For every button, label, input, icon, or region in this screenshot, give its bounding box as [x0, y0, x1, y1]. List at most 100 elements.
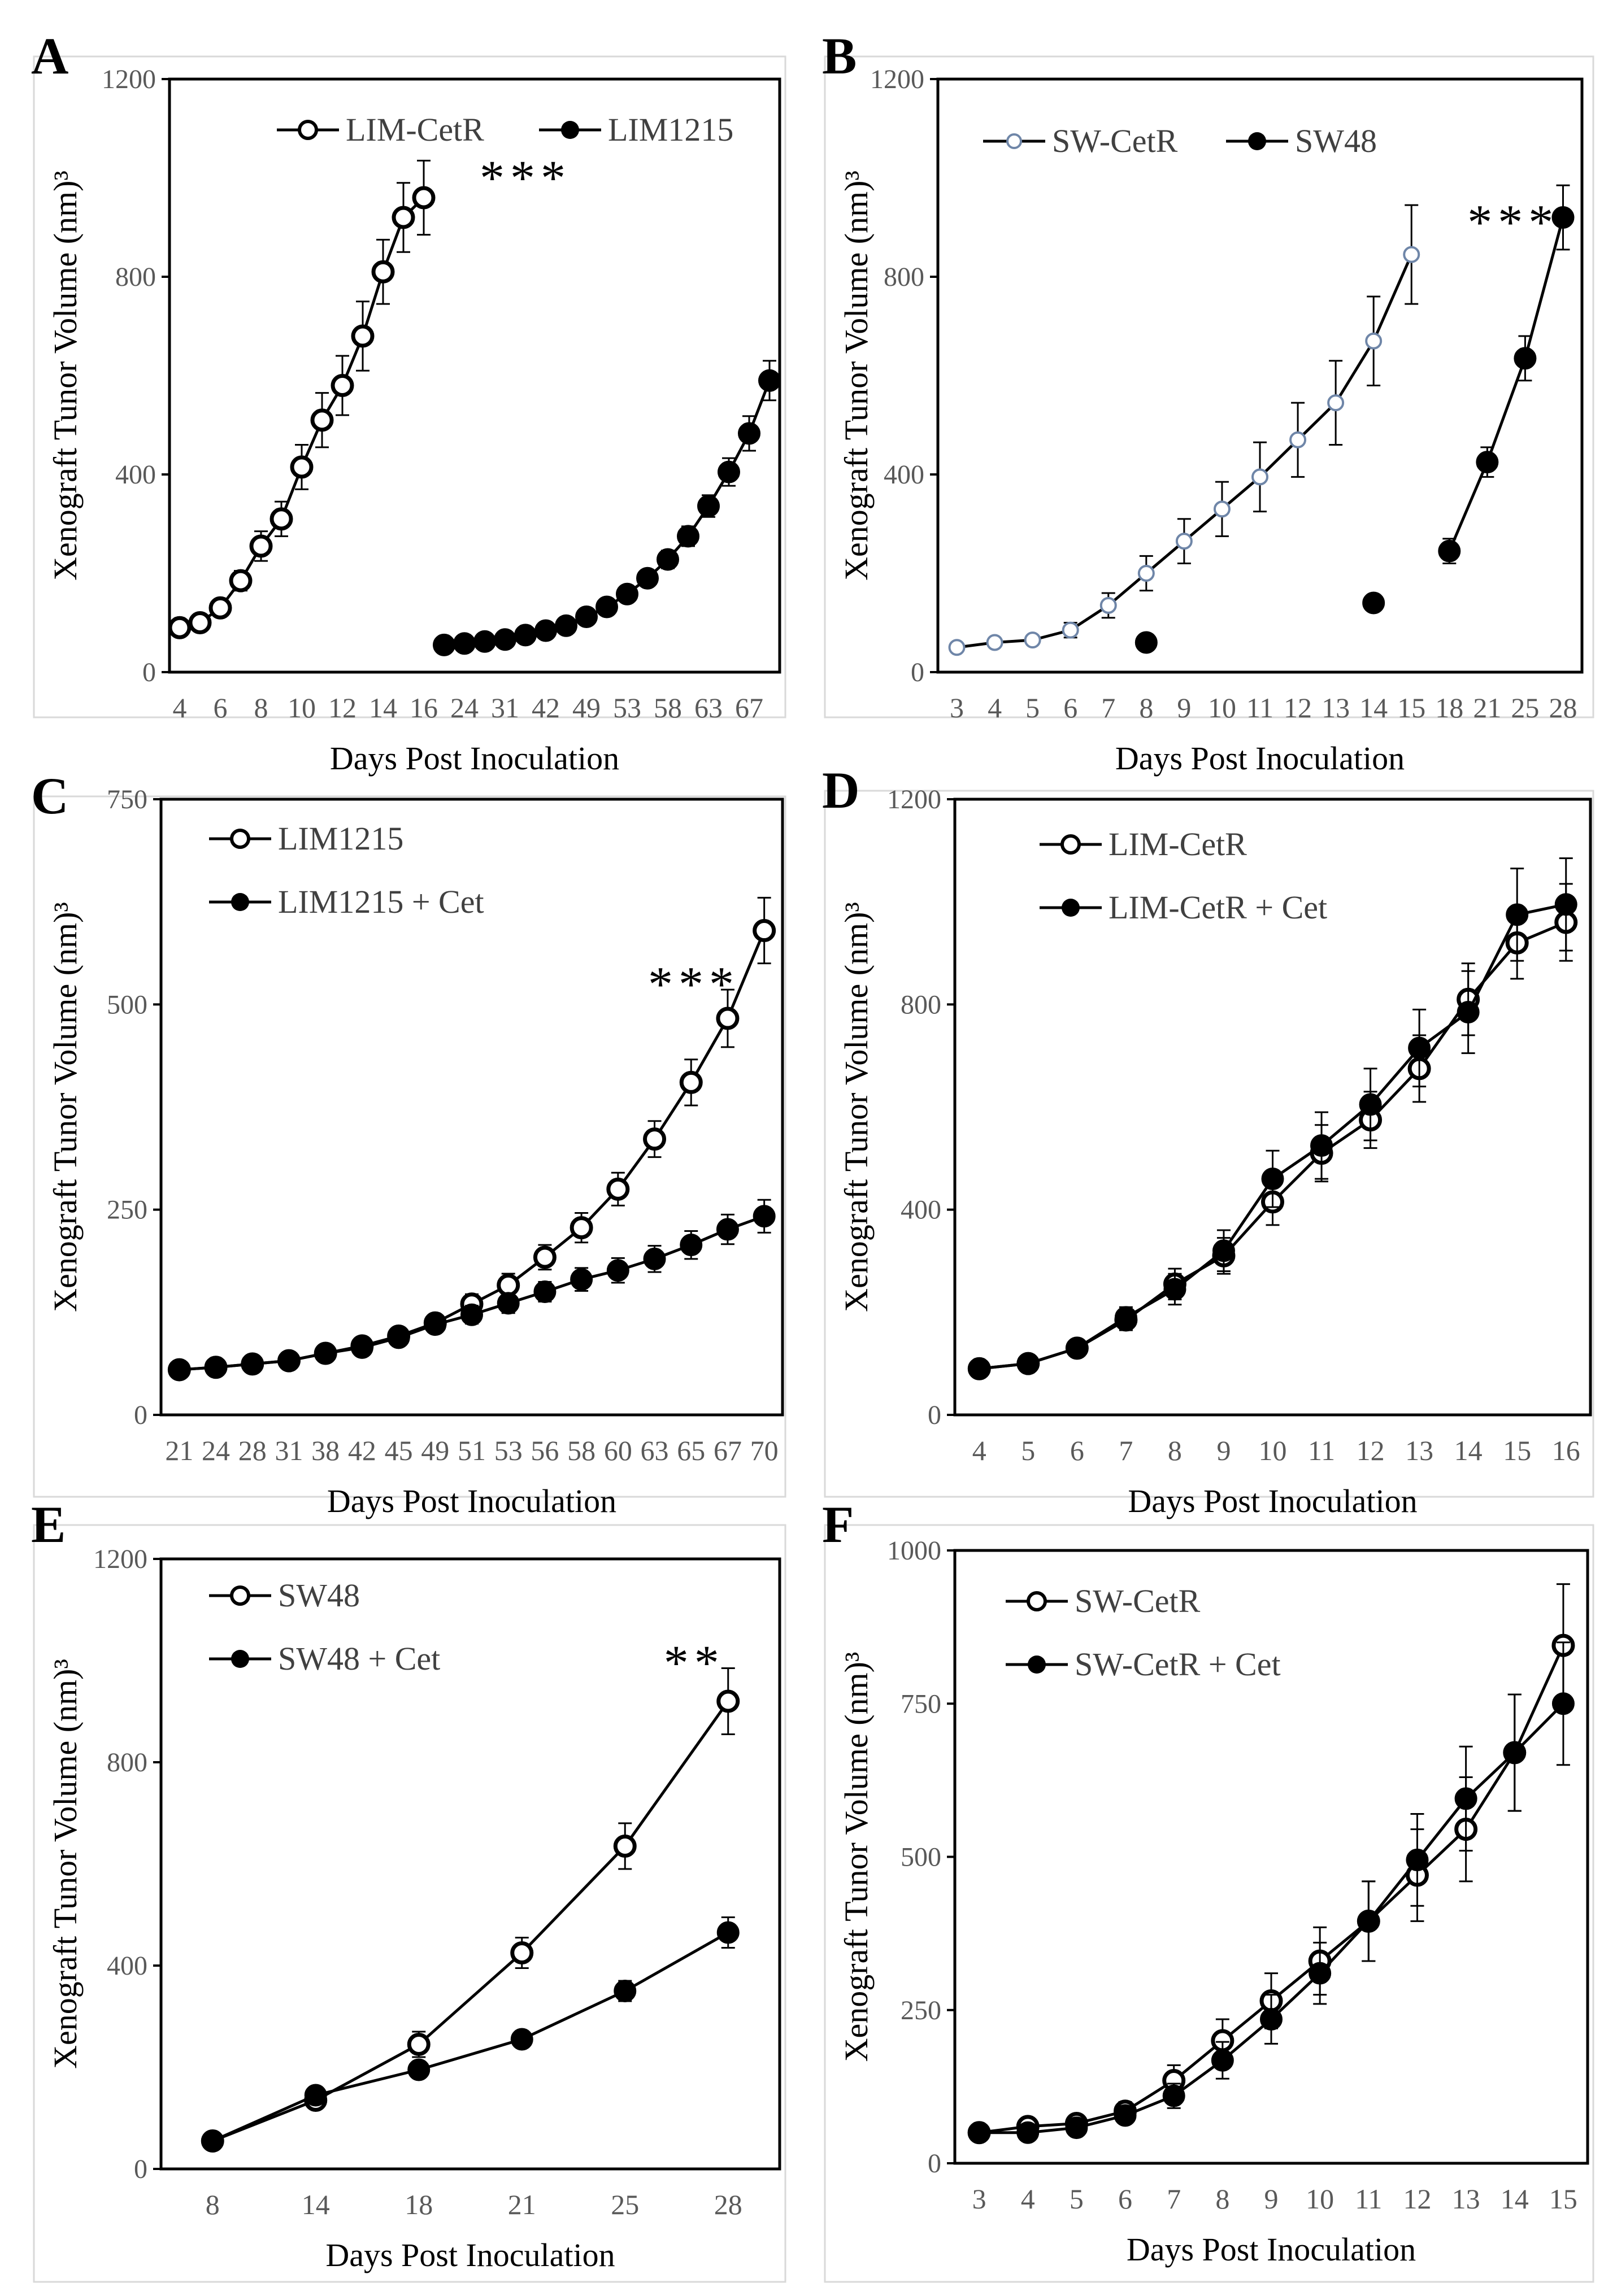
y-tick-label: 800	[107, 1748, 147, 1777]
panel-frame	[824, 55, 1594, 718]
x-tick-label: 60	[604, 1435, 632, 1466]
data-point	[241, 1352, 264, 1375]
x-tick-label: 10	[288, 692, 316, 724]
x-tick-label: 21	[1473, 692, 1501, 724]
plot-area	[159, 1557, 781, 2171]
y-axis-label: Xenograft Tunor Volume (nm)³	[47, 171, 84, 581]
data-point	[614, 1980, 637, 2002]
y-tick-label: 400	[107, 1951, 147, 1981]
data-point	[1554, 893, 1577, 916]
x-tick-label: 4	[173, 692, 187, 724]
data-point	[677, 525, 699, 548]
y-tick-label: 1000	[887, 1536, 941, 1566]
data-point	[510, 1941, 534, 1964]
x-tick-label: 3	[950, 692, 964, 724]
legend-label: LIM1215	[608, 111, 733, 148]
panel-c: C 0 250 500 750 21 24 28 31 38 42 45 49 51 53 56 58 60 63 6…	[31, 767, 786, 1519]
panel-letter: D	[822, 761, 859, 819]
data-point	[460, 1303, 483, 1326]
series-line	[979, 1645, 1565, 2134]
x-tick-label: 7	[1119, 1435, 1133, 1466]
legend-entry: SW48	[1226, 123, 1377, 159]
data-point	[407, 2033, 431, 2056]
data-point	[208, 596, 232, 620]
data-point	[387, 1326, 410, 1349]
panel-letter: A	[31, 27, 68, 85]
x-tick-label: 21	[165, 1435, 193, 1466]
plot-area	[953, 798, 1592, 1417]
y-tick-label: 0	[134, 2154, 147, 2184]
data-point	[753, 919, 776, 943]
data-point	[948, 639, 966, 656]
data-point	[453, 632, 476, 655]
x-tick-label: 24	[202, 1435, 230, 1466]
data-point	[613, 1835, 637, 1858]
x-axis-label: Days Post Inoculation	[1127, 2231, 1416, 2268]
data-point	[716, 1218, 739, 1241]
series-sw48	[201, 1667, 740, 2153]
x-tick-label: 5	[1025, 692, 1040, 724]
x-tick-label: 58	[567, 1435, 595, 1466]
data-point	[718, 460, 740, 483]
data-point	[570, 1216, 593, 1240]
data-point	[1457, 1000, 1480, 1023]
series-lim-cetr	[967, 883, 1578, 1380]
data-point	[351, 324, 375, 348]
legend-entry: SW48	[209, 1577, 360, 1614]
data-point	[1065, 2116, 1088, 2140]
data-point	[412, 186, 436, 210]
legend-entry: SW-CetR + Cet	[1006, 1646, 1281, 1683]
x-tick-label: 7	[1101, 692, 1115, 724]
legend-label: LIM1215	[278, 820, 403, 857]
x-tick-label: 12	[1357, 1435, 1385, 1466]
data-point	[616, 582, 638, 605]
y-axis-label: Xenograft Tunor Volume (nm)³	[47, 902, 84, 1312]
x-tick-label: 13	[1322, 692, 1350, 724]
data-point	[606, 1259, 629, 1282]
x-tick-label: 14	[1359, 692, 1388, 724]
x-tick-label: 6	[1118, 2183, 1132, 2215]
x-tick-label: 12	[1403, 2183, 1431, 2215]
x-tick-label: 31	[491, 692, 519, 724]
x-tick-label: 4	[1021, 2183, 1035, 2215]
data-point	[1503, 1741, 1526, 1765]
data-point	[497, 1292, 520, 1315]
panel-frame	[824, 790, 1594, 1498]
data-point	[986, 634, 1003, 651]
x-tick-label: 65	[677, 1435, 705, 1466]
panel-frame	[33, 55, 786, 718]
data-point	[514, 624, 537, 647]
legend-marker	[298, 120, 318, 140]
x-tick-label: 6	[214, 692, 228, 724]
x-tick-label: 15	[1549, 2183, 1577, 2215]
panel-frame	[33, 795, 786, 1498]
x-tick-label: 58	[654, 692, 682, 724]
x-tick-label: 63	[641, 1435, 669, 1466]
data-point	[1408, 1036, 1431, 1060]
y-tick-label: 400	[901, 1195, 941, 1225]
y-tick-label: 500	[901, 1842, 941, 1872]
data-point	[533, 1280, 557, 1303]
x-tick-label: 10	[1208, 692, 1236, 724]
series-line	[212, 1931, 729, 2142]
x-tick-label: 6	[1070, 1435, 1084, 1466]
legend-marker	[230, 829, 250, 849]
series-sw-cetr	[948, 204, 1420, 656]
x-tick-label: 15	[1397, 692, 1425, 724]
data-point	[229, 569, 253, 592]
legend-label: SW48	[1295, 123, 1377, 159]
data-point	[310, 408, 334, 432]
data-point	[1357, 1910, 1380, 1933]
x-axis-label: Days Post Inoculation	[330, 740, 619, 777]
x-tick-label: 8	[1168, 1435, 1182, 1466]
panel-b: B 0 400 800 1200 3 4 5 6 7 8 9 10 11 12 13 14 15 18 21 25 28 D…	[822, 27, 1594, 777]
legend-marker	[1248, 132, 1266, 150]
x-tick-label: 28	[714, 2189, 742, 2220]
legend-marker	[1060, 834, 1081, 855]
legend-marker	[231, 1650, 249, 1668]
legend-marker	[1006, 133, 1022, 149]
significance-stars: ***	[648, 957, 740, 1012]
panel-letter: C	[31, 767, 68, 825]
series-line	[979, 921, 1567, 1370]
x-tick-label: 13	[1452, 2183, 1480, 2215]
